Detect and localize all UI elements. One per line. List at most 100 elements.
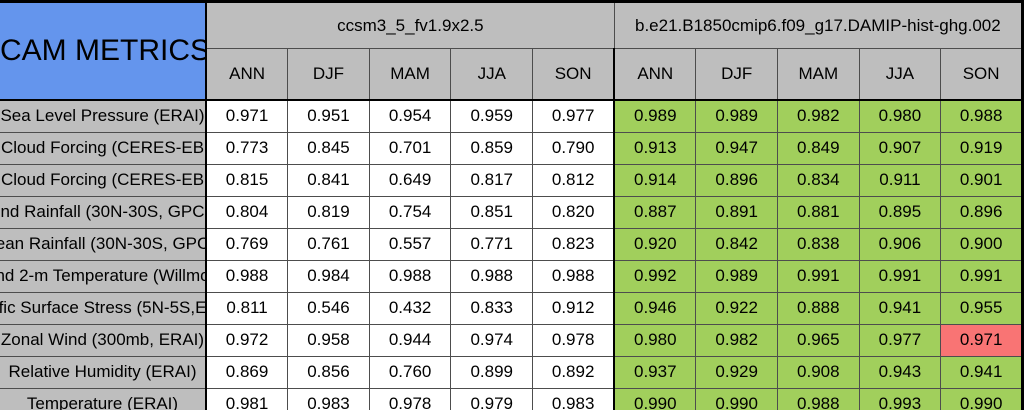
value-cell: 0.833 (450, 291, 534, 325)
value-cell: 0.922 (695, 291, 778, 325)
value-cell: 0.990 (695, 387, 778, 410)
value-cell: 0.991 (776, 259, 860, 293)
value-cell: 0.851 (450, 195, 534, 229)
value-cell: 0.881 (776, 195, 860, 229)
value-cell: 0.906 (858, 227, 942, 261)
value-cell: 0.869 (205, 355, 289, 389)
value-cell: 0.812 (532, 163, 616, 197)
model-1-header: ccsm3_5_fv1.9x2.5 (205, 0, 615, 49)
value-cell: 0.978 (532, 323, 616, 357)
table-row: Cloud Forcing (CERES-EB 0.815 0.841 0.649 0.… (0, 163, 1024, 197)
value-cell: 0.896 (940, 195, 1024, 229)
value-cell: 0.958 (287, 323, 370, 357)
table-row: nd Rainfall (30N-30S, GPC 0.804 0.819 0.754… (0, 195, 1024, 229)
table-row: Cloud Forcing (CERES-EB 0.773 0.845 0.701 0.… (0, 131, 1024, 165)
value-cell: 0.913 (613, 131, 697, 165)
value-cell: 0.841 (287, 163, 370, 197)
value-cell: 0.988 (368, 259, 452, 293)
value-cell: 0.811 (205, 291, 289, 325)
value-cell: 0.891 (695, 195, 778, 229)
value-cell: 0.993 (858, 387, 942, 410)
value-cell: 0.980 (613, 323, 697, 357)
value-cell: 0.896 (695, 163, 778, 197)
metric-label-text: Cloud Forcing (CERES-EB (0, 170, 205, 189)
value-cell: 0.892 (532, 355, 616, 389)
season-header-model2-ann: ANN (613, 48, 697, 101)
season-header-model1-son: SON (532, 48, 616, 101)
metric-label-text: Temperature (ERAI) (26, 394, 179, 410)
value-cell: 0.845 (287, 131, 370, 165)
value-cell: 0.946 (613, 291, 697, 325)
value-cell: 0.947 (695, 131, 778, 165)
value-cell: 0.804 (205, 195, 289, 229)
value-cell: 0.971 (205, 99, 289, 133)
value-cell: 0.834 (776, 163, 860, 197)
value-cell: 0.817 (450, 163, 534, 197)
table-title: CAM METRICS (0, 0, 207, 101)
value-cell: 0.991 (940, 259, 1024, 293)
value-cell: 0.929 (695, 355, 778, 389)
value-cell: 0.988 (450, 259, 534, 293)
value-cell: 0.988 (205, 259, 289, 293)
value-cell: 0.988 (532, 259, 616, 293)
value-cell: 0.920 (613, 227, 697, 261)
season-header-model2-son: SON (940, 48, 1024, 101)
value-cell: 0.955 (940, 291, 1024, 325)
value-cell: 0.992 (613, 259, 697, 293)
metric-label: Cloud Forcing (CERES-EB (0, 163, 207, 197)
value-cell: 0.965 (776, 323, 860, 357)
table-row: Temperature (ERAI) 0.981 0.983 0.978 0.979 0.… (0, 387, 1024, 410)
season-header-model1-djf: DJF (287, 48, 370, 101)
value-cell: 0.900 (940, 227, 1024, 261)
value-cell: 0.951 (287, 99, 370, 133)
table-row: Zonal Wind (300mb, ERAI) 0.972 0.958 0.944 0… (0, 323, 1024, 357)
value-cell: 0.819 (287, 195, 370, 229)
metric-label: Zonal Wind (300mb, ERAI) (0, 323, 207, 357)
value-cell: 0.907 (858, 131, 942, 165)
value-cell: 0.989 (695, 99, 778, 133)
value-cell: 0.895 (858, 195, 942, 229)
metric-label-text: nd 2-m Temperature (Willmo (0, 266, 205, 285)
value-cell: 0.887 (613, 195, 697, 229)
value-cell: 0.888 (776, 291, 860, 325)
value-cell: 0.941 (940, 355, 1024, 389)
metric-label: Sea Level Pressure (ERAI) (0, 99, 207, 133)
season-header-model2-djf: DJF (695, 48, 778, 101)
value-cell: 0.761 (287, 227, 370, 261)
value-cell: 0.982 (776, 99, 860, 133)
value-cell: 0.432 (368, 291, 452, 325)
value-cell: 0.989 (695, 259, 778, 293)
value-cell: 0.988 (776, 387, 860, 410)
value-cell: 0.901 (940, 163, 1024, 197)
value-cell: 0.979 (450, 387, 534, 410)
metric-label-text: Cloud Forcing (CERES-EB (0, 138, 205, 157)
value-cell: 0.983 (287, 387, 370, 410)
value-cell: 0.912 (532, 291, 616, 325)
value-cell: 0.919 (940, 131, 1024, 165)
metric-label: ean Rainfall (30N-30S, GPC (0, 227, 207, 261)
metric-label-text: nd Rainfall (30N-30S, GPC (0, 202, 205, 221)
value-cell: 0.982 (695, 323, 778, 357)
season-header-model1-mam: MAM (368, 48, 452, 101)
value-cell: 0.984 (287, 259, 370, 293)
value-cell: 0.769 (205, 227, 289, 261)
value-cell: 0.859 (450, 131, 534, 165)
value-cell: 0.849 (776, 131, 860, 165)
value-cell: 0.790 (532, 131, 616, 165)
value-cell: 0.557 (368, 227, 452, 261)
season-header-model1-jja: JJA (450, 48, 534, 101)
value-cell: 0.990 (613, 387, 697, 410)
value-cell: 0.980 (858, 99, 942, 133)
value-cell: 0.773 (205, 131, 289, 165)
value-cell: 0.988 (940, 99, 1024, 133)
value-cell: 0.815 (205, 163, 289, 197)
value-cell: 0.991 (858, 259, 942, 293)
metric-label-text: Relative Humidity (ERAI) (8, 362, 197, 381)
metric-label: Temperature (ERAI) (0, 387, 207, 410)
value-cell: 0.908 (776, 355, 860, 389)
value-cell: 0.990 (940, 387, 1024, 410)
value-cell: 0.977 (858, 323, 942, 357)
value-cell: 0.820 (532, 195, 616, 229)
